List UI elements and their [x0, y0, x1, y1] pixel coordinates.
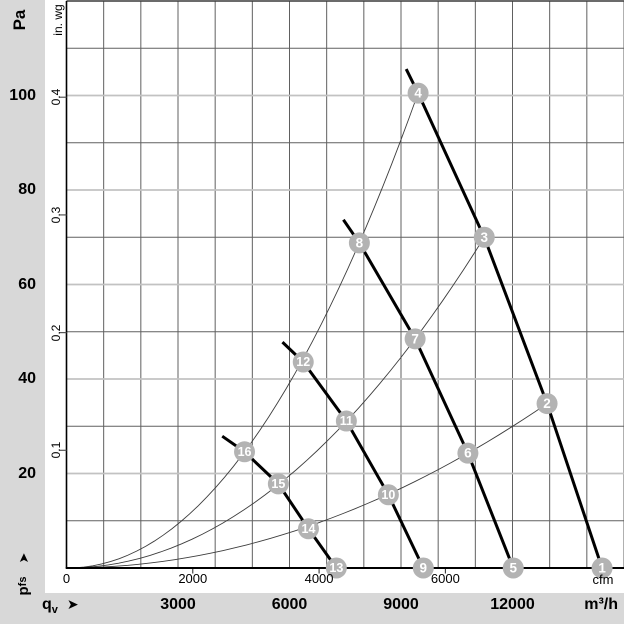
marker-9: 9 [412, 557, 434, 579]
y-axis-symbol-subscript: fs [17, 576, 29, 587]
x-axis-symbol-subscript: v [51, 604, 58, 617]
marker-circle [335, 410, 357, 432]
marker-number: 8 [356, 235, 364, 250]
marker-number: 2 [543, 396, 551, 411]
marker-circle [377, 484, 399, 506]
marker-1: 1 [591, 557, 613, 579]
marker-number: 9 [420, 561, 428, 576]
marker-11: 11 [335, 410, 357, 432]
cfm-tick-label: 0 [62, 571, 71, 586]
marker-6: 6 [457, 442, 479, 464]
marker-circle [502, 557, 524, 579]
m3h-tick-label: 12000 [490, 596, 535, 613]
marker-16: 16 [234, 441, 256, 463]
marker-circle [267, 473, 289, 495]
inwg-tick-label: 0.3 [49, 206, 63, 224]
x-axis-symbol: qv ➤ [42, 593, 79, 617]
marker-number: 12 [296, 355, 310, 369]
marker-circle [412, 557, 434, 579]
pa-tick-label: 60 [18, 275, 36, 293]
pa-tick-label: 80 [18, 181, 36, 198]
marker-circle [234, 441, 256, 463]
x-axis-unit-primary-label: m³/h [584, 596, 618, 613]
marker-circle [348, 232, 370, 254]
y-axis-symbol: p fs [14, 570, 32, 602]
marker-2: 2 [536, 393, 558, 415]
marker-7: 7 [404, 328, 426, 350]
pa-tick-label: 20 [18, 464, 36, 482]
marker-12: 12 [292, 351, 314, 373]
marker-circle [297, 518, 319, 540]
marker-8: 8 [348, 232, 370, 254]
marker-number: 11 [340, 414, 353, 428]
m3h-tick-label: 6000 [271, 596, 308, 613]
marker-number: 4 [414, 86, 422, 101]
marker-circle [457, 442, 479, 464]
cfm-tick-label: 2000 [178, 571, 208, 586]
cfm-tick-label: 6000 [430, 571, 460, 586]
marker-number: 1 [598, 561, 606, 576]
marker-number: 6 [464, 446, 472, 461]
m3h-tick-label: 9000 [383, 596, 419, 613]
marker-circle [473, 226, 495, 248]
x-axis-unit-secondary-label: cfm [592, 572, 614, 587]
marker-10: 10 [377, 484, 399, 506]
m3h-tick-label: 3000 [160, 596, 196, 613]
marker-circle [591, 557, 613, 579]
marker-15: 15 [267, 473, 289, 495]
cfm-tick-label: 4000 [304, 571, 334, 586]
y-axis-arrow-icon: ➤ [16, 552, 31, 564]
marker-3: 3 [473, 226, 495, 248]
marker-circle [407, 82, 429, 104]
marker-circle [536, 393, 558, 415]
x-axis-arrow-icon: ➤ [66, 596, 79, 612]
marker-number: 7 [411, 331, 419, 346]
marker-number: 16 [238, 445, 252, 459]
pa-tick-label: 100 [9, 86, 36, 104]
pa-tick-label: 40 [18, 370, 36, 387]
marker-number: 10 [381, 488, 395, 502]
marker-number: 14 [302, 522, 316, 536]
marker-number: 5 [509, 561, 517, 576]
inwg-tick-label: 0.1 [49, 441, 63, 459]
marker-circle [404, 328, 426, 350]
y-axis-symbol-main: p [14, 586, 32, 596]
marker-5: 5 [502, 557, 524, 579]
inwg-tick-label: 0.2 [49, 324, 63, 341]
inwg-tick-label: 0.4 [49, 88, 63, 106]
marker-number: 15 [271, 477, 285, 491]
y-axis-unit-primary-label: Pa [10, 9, 29, 31]
marker-number: 3 [480, 230, 488, 245]
x-axis-symbol-main: q [42, 596, 52, 613]
marker-circle [325, 557, 347, 579]
y-axis-unit-secondary-label: in. wg [51, 4, 65, 36]
marker-13: 13 [325, 557, 347, 579]
marker-circle [292, 351, 314, 373]
marker-14: 14 [297, 518, 319, 540]
marker-number: 13 [329, 561, 343, 575]
marker-4: 4 [407, 82, 429, 104]
